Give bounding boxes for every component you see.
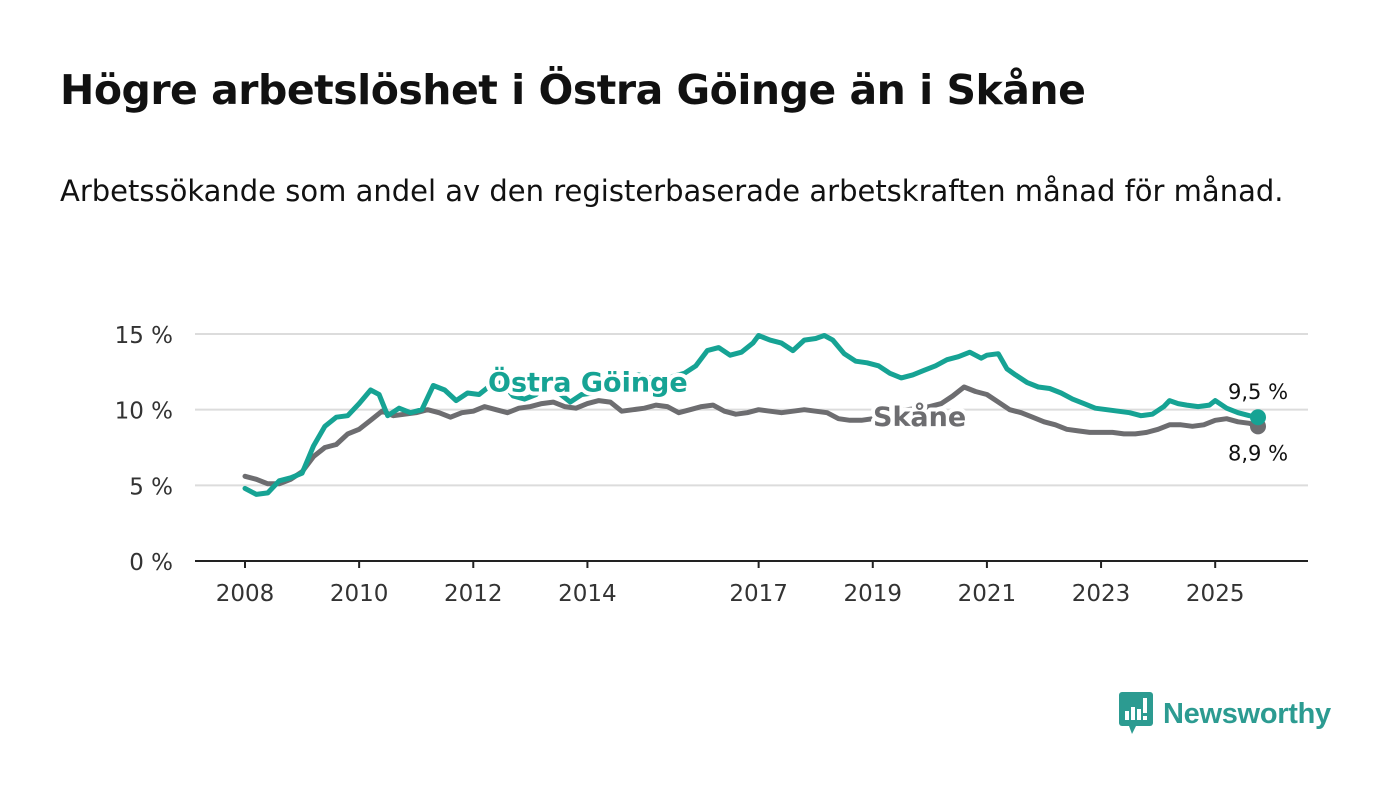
x-tick-label: 2012	[444, 581, 503, 607]
chart-title: Högre arbetslöshet i Östra Göinge än i S…	[60, 66, 1086, 114]
y-tick-label: 0 %	[129, 550, 173, 576]
series-label-halo: Östra Göinge	[488, 365, 688, 398]
end-value-label: 8,9 %	[1228, 441, 1288, 465]
y-tick-label: 15 %	[115, 323, 173, 349]
series-end-point	[1250, 409, 1266, 426]
series-label: Östra Göinge	[488, 365, 688, 398]
series-label-halo: Skåne	[873, 401, 966, 433]
series-line-ostra-goinge	[242, 333, 1261, 497]
x-tick-label: 2010	[330, 581, 389, 607]
newsworthy-logo-icon	[1119, 692, 1153, 734]
y-tick-label: 5 %	[129, 474, 173, 500]
x-tick-label: 2008	[216, 581, 275, 607]
x-tick-label: 2023	[1072, 581, 1131, 607]
series-line-skane	[242, 384, 1261, 487]
x-tick-label: 2014	[558, 581, 617, 607]
x-tick-label: 2021	[958, 581, 1017, 607]
x-tick-label: 2017	[729, 581, 788, 607]
end-value-label: 9,5 %	[1228, 380, 1288, 404]
y-tick-label: 10 %	[115, 399, 173, 425]
series-label: Skåne	[873, 401, 966, 433]
x-tick-label: 2025	[1186, 581, 1245, 607]
newsworthy-brand[interactable]: Newsworthy	[1119, 692, 1331, 736]
brand-name: Newsworthy	[1163, 697, 1331, 730]
chart-subtitle: Arbetssökande som andel av den registerb…	[60, 174, 1284, 208]
x-tick-label: 2019	[844, 581, 903, 607]
